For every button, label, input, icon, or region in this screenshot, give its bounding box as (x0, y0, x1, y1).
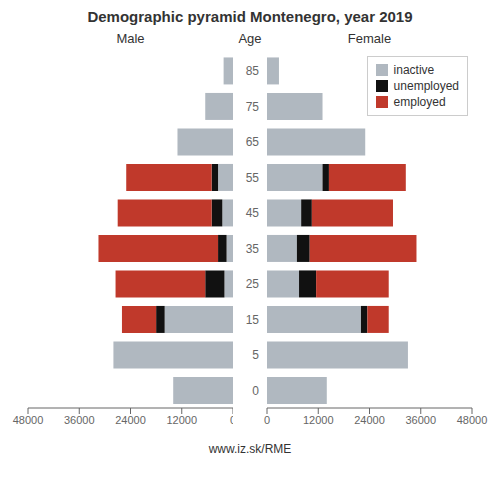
svg-text:36000: 36000 (405, 414, 436, 426)
svg-text:25: 25 (246, 277, 260, 291)
svg-text:36000: 36000 (64, 414, 95, 426)
html-text:inactive: inactive (393, 63, 435, 77)
html-text:Age: Age (238, 31, 262, 46)
svg-text:0: 0 (230, 414, 233, 426)
html-text:Female: Female (347, 31, 392, 46)
svg-text:24000: 24000 (354, 414, 385, 426)
svg-text:35: 35 (246, 242, 260, 256)
svg-text:15: 15 (246, 313, 260, 327)
svg-text:45: 45 (246, 206, 260, 220)
html-text:Male: Male (116, 31, 145, 46)
svg-text:24000: 24000 (115, 414, 146, 426)
svg-text:0: 0 (252, 384, 259, 398)
svg-text:65: 65 (246, 135, 260, 149)
html-text:www.iz.sk/RME: www.iz.sk/RME (208, 442, 292, 456)
svg-text:5: 5 (252, 348, 259, 362)
svg-text:85: 85 (246, 64, 260, 78)
svg-text:48000: 48000 (13, 414, 44, 426)
svg-text:75: 75 (246, 100, 260, 114)
svg-text:12000: 12000 (303, 414, 334, 426)
svg-text:0: 0 (264, 414, 270, 426)
svg-text:48000: 48000 (457, 414, 488, 426)
html-text:unemployed: unemployed (393, 79, 459, 93)
html-text:employed: employed (393, 95, 446, 109)
svg-text:55: 55 (246, 171, 260, 185)
svg-text:12000: 12000 (166, 414, 197, 426)
html-text:Demographic pyramid Montenegro: Demographic pyramid Montenegro, year 201… (87, 8, 413, 25)
